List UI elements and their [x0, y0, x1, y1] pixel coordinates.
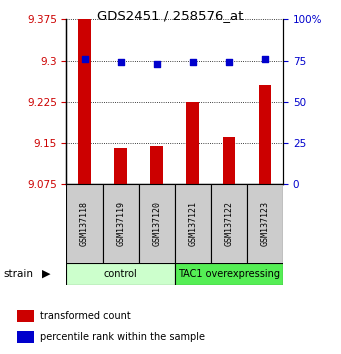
- Bar: [139, 184, 175, 264]
- Point: [190, 59, 195, 65]
- Point: [82, 56, 87, 62]
- Text: strain: strain: [3, 269, 33, 279]
- Text: ▶: ▶: [42, 269, 50, 279]
- Bar: [17, 331, 34, 343]
- Bar: [17, 310, 34, 322]
- Point: [262, 56, 268, 62]
- Text: TAC1 overexpressing: TAC1 overexpressing: [178, 269, 280, 279]
- Text: GSM137119: GSM137119: [116, 201, 125, 246]
- Text: GSM137123: GSM137123: [261, 201, 269, 246]
- Point: [154, 61, 160, 67]
- Bar: [187, 102, 199, 184]
- Point: [118, 59, 123, 65]
- Bar: [78, 19, 91, 184]
- Text: percentile rank within the sample: percentile rank within the sample: [40, 332, 205, 342]
- Text: GSM137118: GSM137118: [80, 201, 89, 246]
- Text: GSM137120: GSM137120: [152, 201, 161, 246]
- Bar: [247, 184, 283, 264]
- Bar: [259, 85, 271, 184]
- Bar: [175, 184, 211, 264]
- Text: transformed count: transformed count: [40, 311, 131, 321]
- Text: GDS2451 / 258576_at: GDS2451 / 258576_at: [97, 9, 244, 22]
- Bar: [223, 137, 235, 184]
- Bar: [211, 184, 247, 264]
- Bar: [114, 148, 127, 184]
- Text: GSM137121: GSM137121: [188, 201, 197, 246]
- Bar: [66, 184, 103, 264]
- Text: control: control: [104, 269, 137, 279]
- Bar: [66, 263, 175, 285]
- Point: [226, 59, 232, 65]
- Text: GSM137122: GSM137122: [224, 201, 233, 246]
- Bar: [175, 263, 283, 285]
- Bar: [150, 146, 163, 184]
- Bar: [103, 184, 139, 264]
